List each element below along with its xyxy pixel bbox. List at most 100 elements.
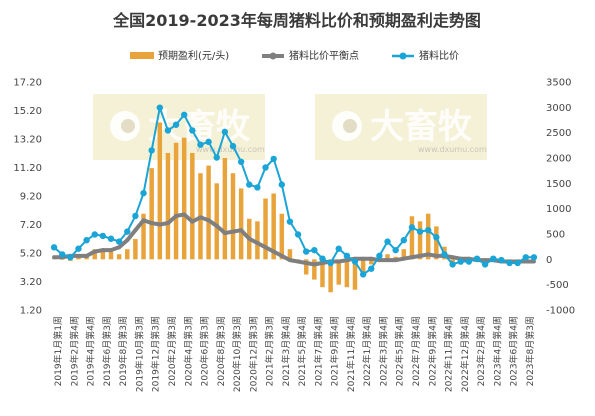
ratio-point xyxy=(164,127,172,134)
ratio-point xyxy=(254,184,261,191)
x-tick-label: 2020年10月第3周 xyxy=(231,316,243,392)
balance-point xyxy=(190,219,195,224)
balance-point xyxy=(296,259,301,264)
balance-point xyxy=(198,215,203,220)
ratio-point xyxy=(156,104,163,111)
ratio-point xyxy=(343,252,351,260)
balance-point xyxy=(279,253,284,258)
profit-bar xyxy=(320,259,325,288)
balance-point xyxy=(344,258,349,263)
legend-balance-marker xyxy=(269,52,277,60)
balance-point xyxy=(165,221,170,226)
ratio-point xyxy=(522,254,529,261)
y-left-tick-label: 9.20 xyxy=(20,192,42,203)
x-tick-label: 2023年8月第3周 xyxy=(524,316,536,386)
ratio-point xyxy=(441,251,448,258)
y-left-tick-label: 1.20 xyxy=(20,306,42,317)
profit-bar xyxy=(125,249,130,260)
profit-bar xyxy=(336,259,341,285)
ratio-point xyxy=(59,251,66,258)
watermark-brand: 大畜牧 xyxy=(148,107,251,147)
ratio-point xyxy=(303,248,310,255)
balance-point xyxy=(434,253,439,258)
balance-point xyxy=(287,258,292,263)
left-axis: 1.20 3.20 5.20 7.20 9.20 11.20 13.20 15.20 17.20 xyxy=(13,78,42,317)
x-tick-label: 2022年9月第4周 xyxy=(426,316,438,386)
ratio-point xyxy=(433,234,440,241)
ratio-point xyxy=(75,245,82,252)
balance-point xyxy=(149,221,154,226)
ratio-point xyxy=(473,255,481,262)
ratio-point xyxy=(376,252,383,260)
profit-bar xyxy=(287,249,293,260)
profit-bar xyxy=(279,213,285,260)
balance-point xyxy=(320,260,325,265)
ratio-point xyxy=(246,181,253,188)
y-left-tick-label: 13.20 xyxy=(13,135,42,146)
profit-bar xyxy=(434,226,439,260)
y-right-tick-label: 1500 xyxy=(546,179,571,190)
profit-bar xyxy=(255,221,260,260)
ratio-point xyxy=(498,256,505,264)
x-tick-label: 2022年5月第4周 xyxy=(394,316,406,386)
ratio-point xyxy=(124,228,131,235)
ratio-point xyxy=(449,261,456,268)
ratio-point xyxy=(311,246,318,254)
y-right-tick-label: 3500 xyxy=(546,78,571,89)
profit-bar xyxy=(369,259,374,265)
right-axis: -1000 -500 0 500 1000 1500 2000 2500 3000 3500 xyxy=(546,78,575,317)
x-tick-label: 2020年8月第3周 xyxy=(215,316,227,386)
profit-bar xyxy=(263,198,268,260)
balance-point xyxy=(133,228,138,233)
balance-point xyxy=(523,259,528,264)
balance-point xyxy=(304,260,309,265)
ratio-point xyxy=(221,128,229,136)
balance-point xyxy=(231,229,235,234)
ratio-point xyxy=(189,127,196,134)
balance-point xyxy=(312,262,317,267)
ratio-point xyxy=(506,259,513,267)
ratio-point xyxy=(490,255,497,262)
x-tick-label: 2021年5月第4周 xyxy=(296,316,308,386)
x-tick-label: 2019年6月第3周 xyxy=(101,316,113,386)
ratio-point xyxy=(148,147,155,154)
ratio-point xyxy=(99,232,107,240)
balance-point xyxy=(141,218,146,223)
x-tick-label: 2022年7月第4周 xyxy=(410,316,422,386)
x-tick-label: 2022年12月第4周 xyxy=(459,316,471,392)
y-left-tick-label: 15.20 xyxy=(13,106,42,117)
x-tick-label: 2021年11月第4周 xyxy=(345,316,357,392)
profit-bar xyxy=(328,259,333,293)
profit-bar xyxy=(393,256,398,260)
x-tick-label: 2019年1月第1周 xyxy=(52,316,64,386)
profit-bar xyxy=(214,183,219,260)
x-tick-label: 2019年10月第3周 xyxy=(133,316,145,392)
ratio-point xyxy=(481,261,489,268)
legend: 预期盈利(元/头) 猪料比价平衡点 猪料比价 xyxy=(130,49,459,62)
y-left-tick-label: 17.20 xyxy=(13,78,42,89)
profit-bar xyxy=(222,158,228,260)
profit-bar xyxy=(401,249,407,260)
profit-bar xyxy=(173,142,179,260)
x-tick-label: 2021年2月第3周 xyxy=(264,316,276,386)
watermark-brand: 大畜牧 xyxy=(370,107,473,147)
balance-point xyxy=(117,245,122,250)
profit-bar xyxy=(312,259,317,280)
ratio-point xyxy=(229,142,237,150)
x-tick-label: 2020年12月第3周 xyxy=(247,316,259,392)
y-right-tick-label: 0 xyxy=(546,255,552,266)
ratio-point xyxy=(237,158,245,165)
balance-point xyxy=(336,259,341,264)
profit-bar xyxy=(190,152,195,260)
profit-bar xyxy=(100,250,106,260)
x-tick-label: 2020年6月第3周 xyxy=(199,316,211,386)
balance-point xyxy=(157,222,162,227)
profit-bar xyxy=(409,216,415,260)
profit-bar xyxy=(417,221,423,260)
ratio-point xyxy=(107,235,115,242)
profit-bar xyxy=(238,188,244,260)
x-tick-label: 2023年6月第4周 xyxy=(508,316,520,386)
x-tick-label: 2023年4月第4周 xyxy=(491,316,503,386)
balance-point xyxy=(369,256,374,261)
